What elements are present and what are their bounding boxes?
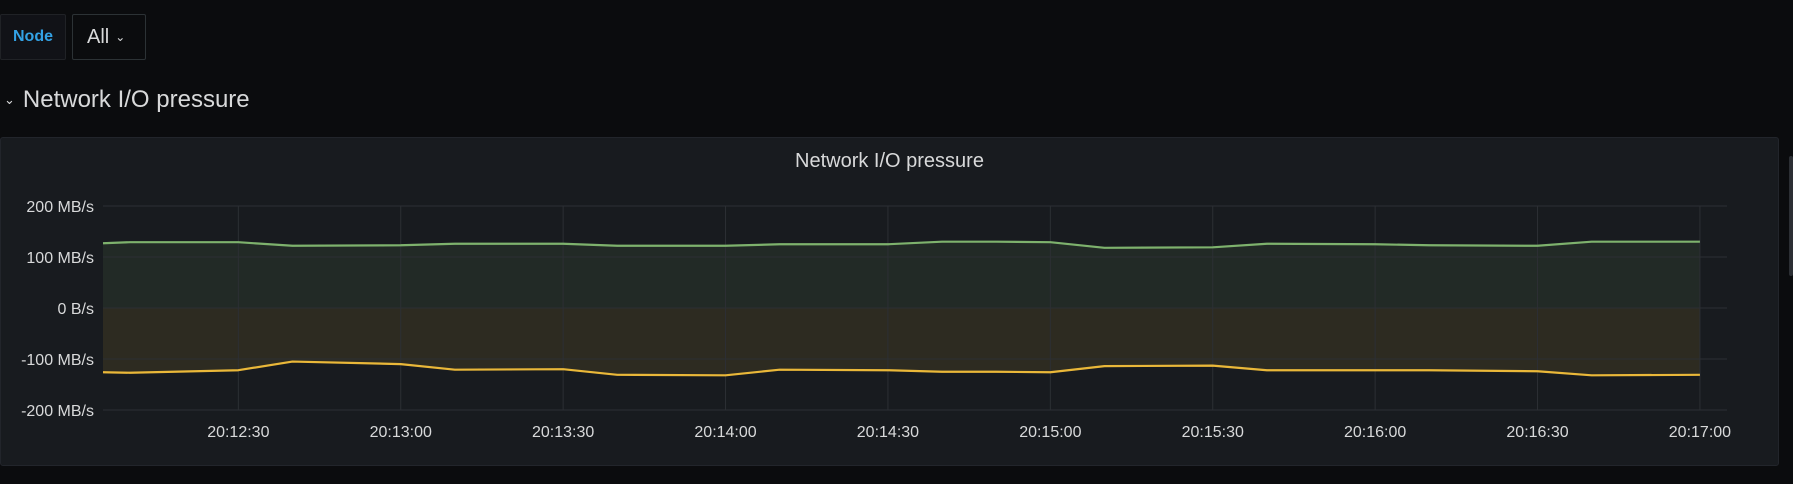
x-tick-label: 20:15:30 xyxy=(1182,424,1244,441)
chart-panel: Network I/O pressure 200 MB/s 100 MB/s 0 B… xyxy=(0,137,1779,466)
series-line-1 xyxy=(102,360,1700,377)
x-tick-label: 20:13:30 xyxy=(532,424,594,441)
series-fill-1 xyxy=(103,308,1700,376)
chevron-down-icon: ⌄ xyxy=(4,92,15,107)
panel-title: Network I/O pressure xyxy=(795,150,984,172)
x-tick-label: 20:14:00 xyxy=(694,424,756,441)
series-fill-0 xyxy=(103,241,1700,308)
network-io-chart: 200 MB/s 100 MB/s 0 B/s -100 MB/s -200 MB/s 2… xyxy=(21,199,1731,441)
x-tick-label: 20:17:00 xyxy=(1669,424,1731,441)
variable-bar: Node All ⌄ xyxy=(0,14,146,60)
y-tick-label: 200 MB/s xyxy=(26,199,94,216)
row-header[interactable]: ⌄ Network I/O pressure xyxy=(0,86,250,114)
x-tick-label: 20:16:30 xyxy=(1506,424,1568,441)
y-tick-label: -200 MB/s xyxy=(21,403,94,420)
x-tick-label: 20:15:00 xyxy=(1019,424,1081,441)
x-tick-label: 20:13:00 xyxy=(370,424,432,441)
series-line-0 xyxy=(102,240,1700,249)
node-variable-select[interactable]: All ⌄ xyxy=(72,14,146,60)
chevron-down-icon: ⌄ xyxy=(115,30,126,44)
node-variable-label: Node xyxy=(0,14,66,60)
node-variable-value: All xyxy=(87,25,110,48)
y-tick-label: 0 B/s xyxy=(58,301,94,318)
y-tick-label: 100 MB/s xyxy=(26,250,94,267)
x-tick-label: 20:16:00 xyxy=(1344,424,1406,441)
y-tick-label: -100 MB/s xyxy=(21,352,94,369)
x-tick-label: 20:14:30 xyxy=(857,424,919,441)
x-tick-label: 20:12:30 xyxy=(207,424,269,441)
row-title: Network I/O pressure xyxy=(22,86,250,113)
scrollbar[interactable] xyxy=(1789,156,1793,276)
